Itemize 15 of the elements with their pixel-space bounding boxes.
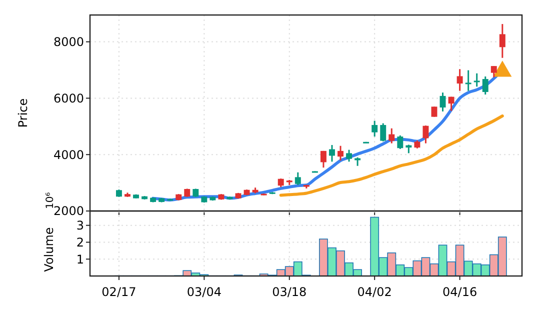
y-tick-label: 1 xyxy=(76,252,84,266)
y-tick-label: 6000 xyxy=(53,91,84,106)
x-tick-label: 02/17 xyxy=(102,285,136,299)
x-tick-label: 03/18 xyxy=(272,285,307,299)
y-tick-label: 8000 xyxy=(53,34,84,49)
x-tick-label: 03/04 xyxy=(186,285,222,299)
text: 10⁶ xyxy=(45,192,56,209)
x-tick-label: 04/16 xyxy=(442,285,478,299)
y-axis-title: Price xyxy=(16,98,30,128)
y-axis-title: Volume xyxy=(42,227,56,272)
y-tick-label: 2 xyxy=(76,235,84,250)
x-tick-label: 04/02 xyxy=(357,285,392,299)
y-tick-label: 3 xyxy=(76,218,84,233)
y-tick-label: 2000 xyxy=(53,204,84,218)
y-tick-label: 4000 xyxy=(53,148,84,162)
